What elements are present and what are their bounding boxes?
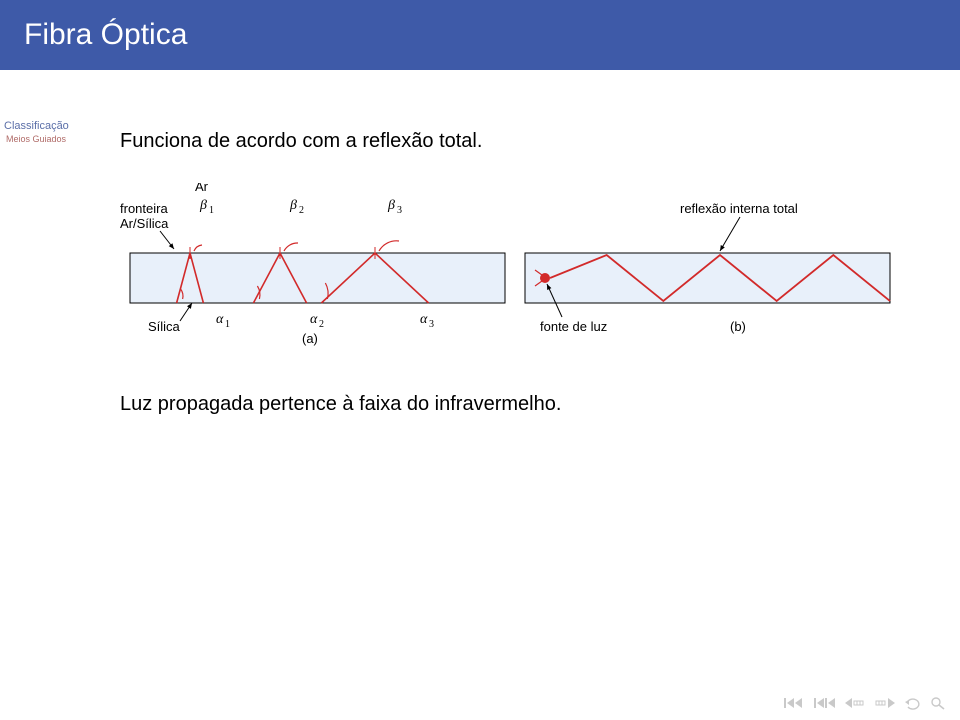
nav-next-icon[interactable] bbox=[874, 696, 896, 710]
svg-text:fonte de luz: fonte de luz bbox=[540, 319, 607, 334]
svg-text:2: 2 bbox=[299, 205, 304, 216]
svg-text:β: β bbox=[387, 198, 395, 213]
svg-text:1: 1 bbox=[209, 205, 214, 216]
sidebar-nav: Classificação Meios Guiados bbox=[4, 120, 104, 144]
nav-prev-icon[interactable] bbox=[844, 696, 866, 710]
nav-search-icon[interactable] bbox=[930, 696, 946, 710]
optical-fiber-diagram: β1α1β2α2β3α3ArfronteiraAr/SílicaSílica(a… bbox=[120, 183, 900, 363]
svg-text:reflexão interna total: reflexão interna total bbox=[680, 201, 798, 216]
svg-text:Ar: Ar bbox=[195, 183, 209, 194]
svg-text:(a): (a) bbox=[302, 331, 318, 346]
svg-text:3: 3 bbox=[429, 319, 434, 330]
svg-text:β: β bbox=[289, 198, 297, 213]
svg-text:α: α bbox=[310, 312, 318, 327]
slide-title: Fibra Óptica bbox=[24, 18, 187, 51]
svg-text:α: α bbox=[216, 312, 224, 327]
beamer-nav bbox=[784, 696, 946, 710]
svg-text:β: β bbox=[199, 198, 207, 213]
svg-text:Ar/Sílica: Ar/Sílica bbox=[120, 216, 169, 231]
svg-text:fronteira: fronteira bbox=[120, 201, 168, 216]
slide-header: Fibra Óptica bbox=[0, 0, 960, 70]
nav-undo-icon[interactable] bbox=[904, 696, 922, 710]
nav-level-1: Classificação bbox=[4, 120, 104, 132]
body-line-1: Funciona de acordo com a reflexão total. bbox=[120, 130, 940, 153]
nav-level-2: Meios Guiados bbox=[6, 134, 104, 144]
nav-first-icon[interactable] bbox=[784, 696, 806, 710]
svg-text:Sílica: Sílica bbox=[148, 319, 181, 334]
slide-body: Funciona de acordo com a reflexão total.… bbox=[120, 130, 940, 446]
svg-text:2: 2 bbox=[319, 319, 324, 330]
svg-text:α: α bbox=[420, 312, 428, 327]
svg-text:1: 1 bbox=[225, 319, 230, 330]
body-line-2: Luz propagada pertence à faixa do infrav… bbox=[120, 393, 940, 416]
nav-prev-section-icon[interactable] bbox=[814, 696, 836, 710]
svg-text:(b): (b) bbox=[730, 319, 746, 334]
svg-text:3: 3 bbox=[397, 205, 402, 216]
diagram-svg: β1α1β2α2β3α3ArfronteiraAr/SílicaSílica(a… bbox=[120, 183, 900, 363]
